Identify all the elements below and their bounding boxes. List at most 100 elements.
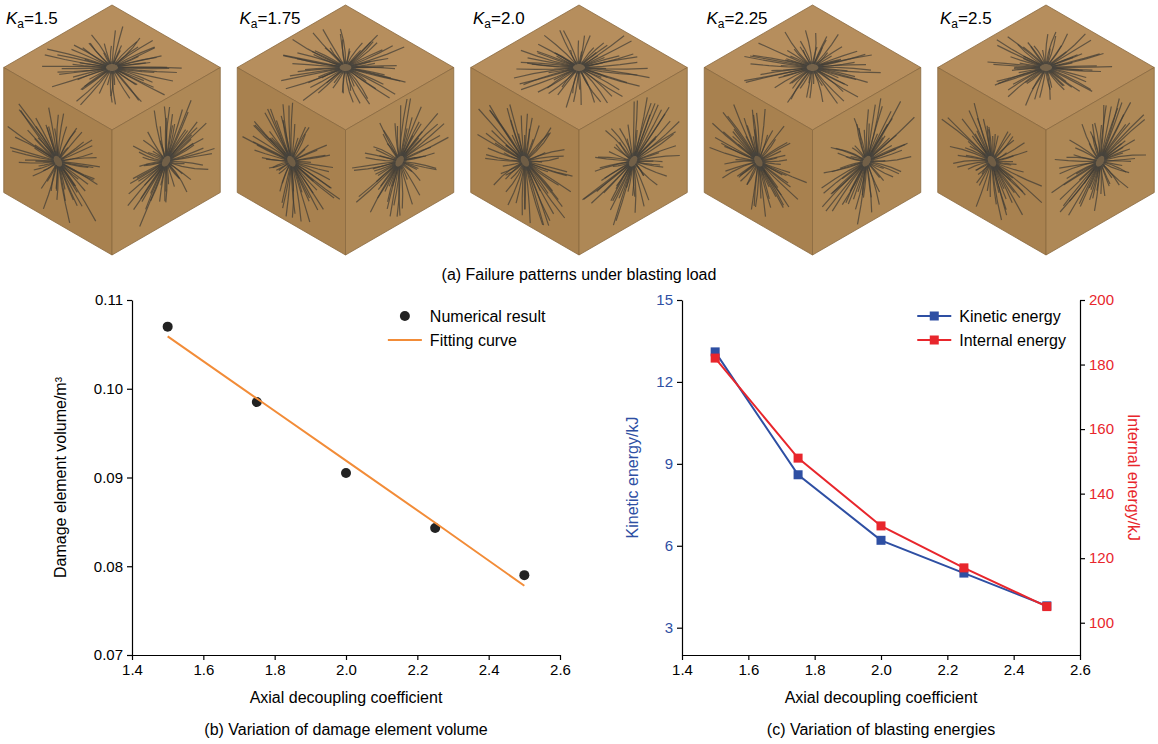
panel-caption: (b) Variation of damage element volume	[204, 721, 488, 738]
crush-zone	[101, 61, 122, 73]
y-axis-tick: 6	[665, 537, 682, 554]
cube-face	[704, 68, 812, 256]
crack	[583, 36, 624, 65]
crack	[633, 166, 635, 197]
legend-label: Numerical result	[430, 308, 546, 325]
x-axis-tick: 1.6	[193, 655, 214, 678]
y-axis-tick-label: 6	[665, 537, 673, 554]
y2-axis-tick: 200	[1080, 291, 1114, 308]
crack	[817, 70, 848, 86]
x-axis-tick-mark	[346, 655, 347, 660]
crack	[383, 134, 397, 158]
crack	[110, 71, 112, 103]
crack	[869, 164, 893, 177]
crush-zone	[1093, 151, 1108, 171]
label-symbol: K	[473, 9, 485, 28]
series-marker	[877, 521, 886, 530]
panel-a: Ka=1.5Ka=1.75Ka=2.0Ka=2.25Ka=2.5(a) Fail…	[4, 5, 1155, 283]
crack	[1052, 54, 1100, 67]
x-axis-tick-label: 2.6	[550, 661, 571, 678]
crack	[170, 128, 197, 157]
crack	[59, 68, 106, 74]
y2-axis-tick-label: 160	[1089, 420, 1114, 437]
crack	[584, 69, 640, 86]
crack	[170, 135, 192, 157]
crack	[527, 128, 551, 159]
y-axis-tick-mark	[677, 464, 682, 465]
crack	[529, 158, 559, 162]
crack	[818, 54, 865, 66]
crack	[983, 119, 991, 156]
figure-svg: Ka=1.5Ka=1.75Ka=2.0Ka=2.25Ka=2.5(a) Fail…	[0, 0, 1158, 744]
x-axis-tick-label: 2.2	[407, 661, 428, 678]
crack	[52, 69, 107, 87]
crack	[528, 167, 565, 219]
x-axis-tick-mark	[275, 655, 276, 660]
x-axis-tick-label: 2.6	[1070, 661, 1091, 678]
y2-axis-tick-label: 140	[1089, 485, 1114, 502]
x-axis-tick: 1.8	[265, 655, 286, 678]
crack	[325, 48, 343, 65]
crack	[759, 109, 765, 157]
crack	[351, 46, 393, 66]
crack	[1046, 71, 1050, 90]
crack	[733, 132, 755, 157]
y-axis-tick-mark	[677, 628, 682, 629]
crack	[1104, 141, 1125, 158]
crack	[628, 125, 633, 157]
series-marker	[1042, 602, 1051, 611]
crack	[170, 139, 203, 159]
crack	[992, 166, 996, 204]
panel-label: Ka=2.5	[940, 9, 992, 31]
crack	[110, 46, 112, 64]
crack	[118, 63, 150, 67]
y2-axis-tick-label: 100	[1089, 614, 1114, 631]
x-axis-tick-mark	[489, 655, 490, 660]
crack	[600, 162, 629, 168]
crack	[47, 49, 107, 65]
figure: Ka=1.5Ka=1.75Ka=2.0Ka=2.25Ka=2.5(a) Fail…	[0, 0, 1158, 744]
label-value: =2.5	[958, 9, 992, 28]
crack	[1047, 71, 1050, 100]
crack	[269, 163, 288, 168]
y-axis-title: Kinetic energy/kJ	[624, 417, 641, 539]
crack	[526, 167, 543, 225]
x-axis-tick-mark	[815, 655, 816, 660]
crack	[370, 166, 396, 212]
crack	[293, 167, 302, 222]
y-axis-tick: 9	[665, 455, 682, 472]
crack	[74, 45, 108, 65]
crack	[574, 71, 579, 102]
crack	[494, 163, 522, 185]
crack	[1069, 167, 1097, 216]
crack	[404, 124, 444, 158]
crack	[578, 40, 580, 64]
crack	[351, 70, 384, 85]
crack	[57, 166, 58, 200]
crack	[585, 62, 637, 67]
crack	[871, 117, 915, 157]
crack	[870, 101, 901, 156]
y2-axis-tick: 160	[1080, 420, 1114, 437]
y-axis-tick-label: 0.07	[94, 646, 123, 663]
label-symbol: K	[940, 9, 952, 28]
y2-axis-tick-label: 200	[1089, 291, 1114, 308]
x-axis-tick: 1.8	[805, 655, 826, 678]
crack	[1104, 160, 1131, 162]
y-axis-tick-label: 0.11	[95, 291, 123, 308]
panel-label: Ka=2.0	[473, 9, 525, 31]
x-axis-tick: 2.0	[871, 655, 892, 678]
crack	[514, 68, 573, 78]
y-axis: 0.070.080.090.100.11	[94, 291, 133, 663]
crack	[295, 145, 327, 160]
crack	[168, 165, 175, 187]
crush-zone	[751, 151, 766, 171]
crack	[62, 162, 93, 167]
crack	[1060, 165, 1096, 199]
crush-zone	[335, 61, 356, 73]
crack	[130, 164, 162, 183]
crack	[1034, 46, 1045, 64]
y-axis-line	[132, 301, 133, 656]
legend-line	[388, 339, 422, 341]
crack	[637, 122, 679, 159]
